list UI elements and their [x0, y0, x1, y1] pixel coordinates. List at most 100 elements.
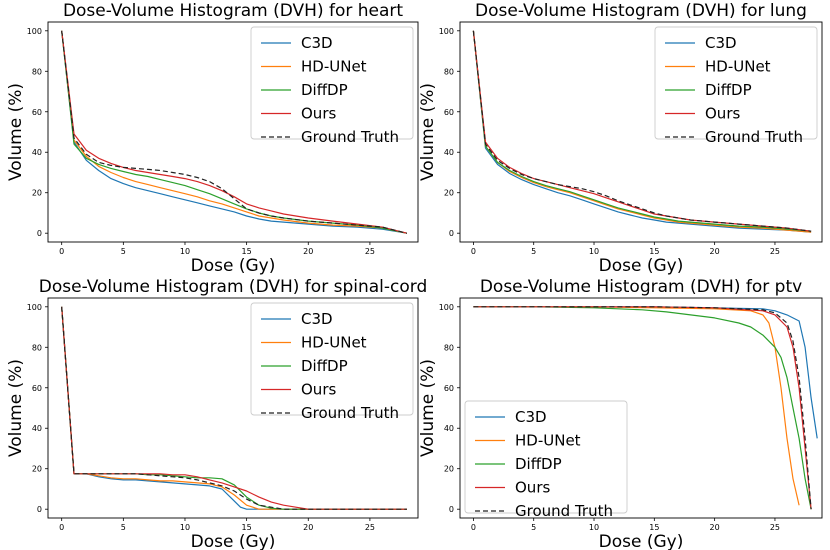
x-tick-label: 10 — [180, 523, 190, 532]
y-tick-label: 100 — [439, 303, 454, 312]
x-tick-label: 25 — [770, 523, 780, 532]
y-tick-label: 80 — [32, 67, 42, 76]
legend: C3D HD-UNet DiffDP Ours Ground Truth — [250, 26, 414, 146]
x-tick-label: 0 — [59, 523, 64, 532]
x-tick-label: 0 — [471, 247, 476, 256]
x-tick-label: 15 — [242, 523, 252, 532]
y-tick-label: 40 — [32, 148, 42, 157]
series-line-ground-truth — [61, 30, 408, 234]
x-tick-label: 25 — [365, 523, 375, 532]
y-tick-label: 20 — [32, 189, 42, 198]
chart-title: Dose-Volume Histogram (DVH) for spinal-c… — [39, 277, 427, 297]
y-axis-label: Volume (%) — [418, 359, 438, 457]
y-tick-label: 0 — [449, 505, 454, 514]
x-tick-label: 20 — [710, 247, 720, 256]
y-tick-label: 60 — [32, 108, 42, 117]
y-tick-label: 40 — [32, 424, 42, 433]
y-tick-label: 40 — [444, 424, 454, 433]
y-tick-label: 60 — [32, 384, 42, 393]
x-tick-label: 10 — [589, 523, 599, 532]
legend: C3D HD-UNet DiffDP Ours Ground Truth — [464, 400, 628, 520]
x-tick-label: 10 — [589, 247, 599, 256]
series-line-hd-unet — [472, 30, 812, 233]
y-tick-label: 20 — [444, 465, 454, 474]
legend-label: Ground Truth — [301, 404, 399, 422]
series-line-ours — [61, 306, 407, 510]
legend-label: Ground Truth — [515, 502, 613, 520]
series-line-diffdp — [473, 306, 812, 510]
chart-panel-4: Dose-Volume Histogram (DVH) for ptv 0 5 10 1… — [418, 277, 823, 550]
series-line-hd-unet — [61, 306, 407, 510]
legend-label: DiffDP — [705, 81, 752, 99]
series-line-ground-truth — [61, 306, 407, 510]
axes-frame — [459, 297, 823, 519]
legend-label: Ours — [515, 479, 550, 497]
y-axis-label: Volume (%) — [418, 83, 438, 181]
legend: C3D HD-UNet DiffDP Ours Ground Truth — [250, 302, 414, 422]
x-tick-label: 0 — [471, 523, 476, 532]
legend-label: DiffDP — [301, 357, 348, 375]
y-tick-label: 60 — [444, 384, 454, 393]
chart-panel-2: Dose-Volume Histogram (DVH) for lung 0 5 10… — [418, 1, 823, 276]
y-tick-label: 80 — [32, 343, 42, 352]
y-tick-label: 60 — [444, 108, 454, 117]
axes-frame — [47, 297, 419, 519]
y-tick-label: 40 — [444, 148, 454, 157]
axes-frame — [459, 21, 823, 243]
y-tick-label: 20 — [32, 465, 42, 474]
series-line-diffdp — [472, 30, 812, 232]
x-tick-label: 15 — [649, 523, 659, 532]
legend-label: Ground Truth — [301, 128, 399, 146]
chart-panel-3: Dose-Volume Histogram (DVH) for spinal-c… — [6, 277, 427, 550]
x-tick-label: 5 — [121, 247, 126, 256]
x-tick-label: 10 — [180, 247, 190, 256]
x-tick-label: 25 — [770, 247, 780, 256]
x-tick-label: 5 — [121, 523, 126, 532]
y-tick-label: 100 — [439, 27, 454, 36]
legend-label: C3D — [705, 34, 737, 52]
y-tick-label: 0 — [37, 229, 42, 238]
legend-label: HD-UNet — [515, 432, 581, 450]
x-tick-label: 20 — [303, 523, 313, 532]
x-axis-label: Dose (Gy) — [599, 256, 684, 276]
chart-title: Dose-Volume Histogram (DVH) for ptv — [480, 277, 802, 297]
y-axis-label: Volume (%) — [6, 83, 26, 181]
x-tick-label: 15 — [242, 247, 252, 256]
legend-label: Ours — [705, 105, 740, 123]
legend-box — [464, 400, 628, 514]
legend-label: Ours — [301, 381, 336, 399]
x-tick-label: 20 — [710, 523, 720, 532]
x-axis-label: Dose (Gy) — [599, 532, 684, 550]
x-axis-label: Dose (Gy) — [191, 256, 276, 276]
chart-title: Dose-Volume Histogram (DVH) for lung — [475, 1, 807, 21]
y-tick-label: 100 — [27, 27, 42, 36]
legend-box — [654, 26, 818, 140]
x-tick-label: 15 — [649, 247, 659, 256]
x-axis-label: Dose (Gy) — [191, 532, 276, 550]
x-tick-label: 25 — [365, 247, 375, 256]
x-tick-label: 0 — [59, 247, 64, 256]
series-line-ours — [473, 306, 812, 510]
x-tick-label: 5 — [531, 523, 536, 532]
legend-box — [250, 26, 414, 140]
legend-label: DiffDP — [301, 81, 348, 99]
x-tick-label: 20 — [303, 247, 313, 256]
legend-label: HD-UNet — [705, 58, 771, 76]
y-tick-label: 0 — [449, 229, 454, 238]
chart-title: Dose-Volume Histogram (DVH) for heart — [63, 1, 403, 21]
series-line-ours — [472, 30, 812, 232]
chart-panel-1: Dose-Volume Histogram (DVH) for heart 0 5 1… — [6, 1, 419, 276]
legend-label: HD-UNet — [301, 334, 367, 352]
legend-label: C3D — [301, 310, 333, 328]
series-line-hd-unet — [61, 30, 408, 234]
y-tick-label: 20 — [444, 189, 454, 198]
y-tick-label: 80 — [444, 343, 454, 352]
series-line-c3d — [472, 30, 812, 233]
legend-label: HD-UNet — [301, 58, 367, 76]
y-tick-label: 80 — [444, 67, 454, 76]
legend-label: Ground Truth — [705, 128, 803, 146]
legend: C3D HD-UNet DiffDP Ours Ground Truth — [654, 26, 818, 146]
axes-frame — [47, 21, 419, 243]
x-tick-label: 5 — [531, 247, 536, 256]
